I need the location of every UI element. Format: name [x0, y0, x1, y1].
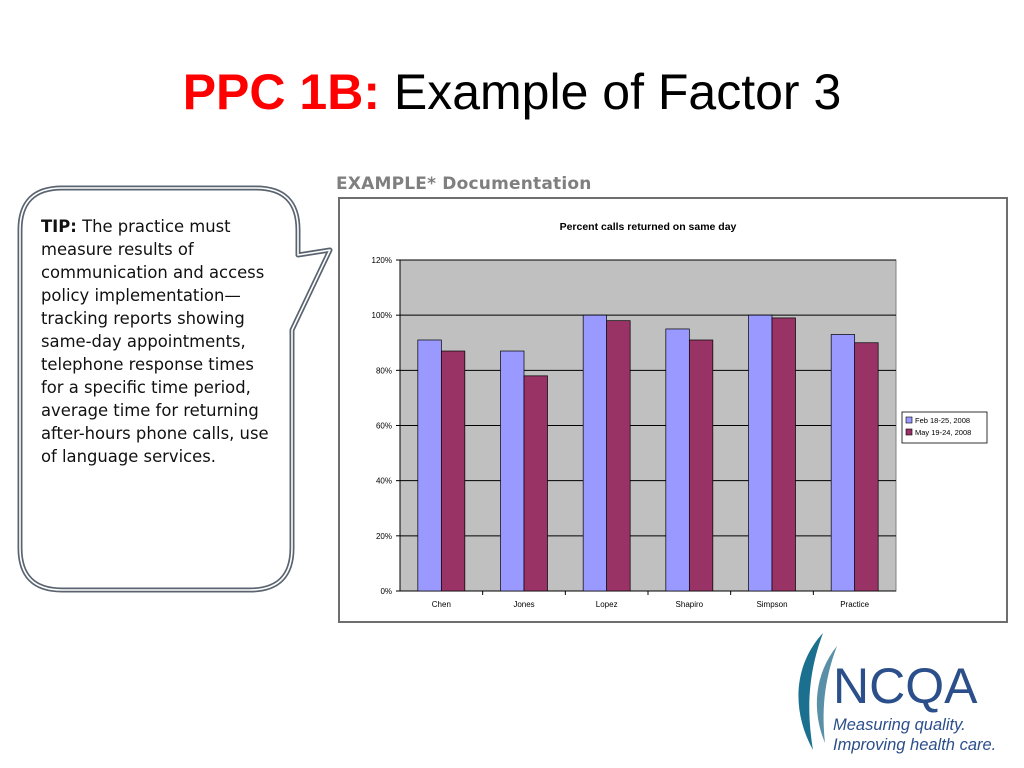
y-tick-label: 0%	[380, 587, 392, 596]
x-tick-label: Shapiro	[676, 600, 704, 609]
x-tick-label: Practice	[840, 600, 869, 609]
bar-1	[665, 328, 690, 592]
y-tick-label: 80%	[376, 366, 392, 375]
legend-label-2: May 19-24, 2008	[915, 428, 971, 437]
bar-2	[523, 375, 548, 592]
bar-1	[417, 339, 442, 592]
bar-1	[748, 314, 773, 592]
x-tick-label: Simpson	[756, 600, 787, 609]
bar-2	[688, 339, 714, 592]
tip-body: The practice must measure results of com…	[41, 217, 269, 466]
bar-1	[830, 334, 856, 592]
tip-callout-bubble	[17, 185, 333, 593]
title-prefix: PPC 1B:	[182, 64, 380, 120]
bar-2	[771, 317, 796, 592]
logo-swoosh-outer	[798, 633, 823, 750]
chart-title: Percent calls returned on same day	[560, 221, 737, 233]
legend-label-1: Feb 18-25, 2008	[915, 416, 970, 425]
tip-label: TIP:	[41, 217, 77, 236]
logo-swoosh-inner	[816, 646, 837, 743]
y-tick-label: 100%	[372, 311, 392, 320]
bar-1	[582, 314, 608, 592]
logo-wordmark: NCQA	[833, 658, 978, 714]
y-tick-label: 120%	[372, 256, 392, 265]
bar-chart: Percent calls returned on same day 0% 20% 4…	[372, 221, 988, 609]
chart-frame: Percent calls returned on same day 0% 20% 4…	[338, 197, 1008, 623]
legend-swatch-2	[905, 428, 913, 436]
y-tick-label: 40%	[376, 477, 392, 486]
documentation-heading: EXAMPLE* Documentation	[336, 174, 592, 194]
logo-tagline-1: Measuring quality.	[833, 716, 966, 734]
tip-text: TIP: The practice must measure results o…	[41, 215, 277, 468]
x-tick-label: Lopez	[596, 600, 618, 609]
y-tick-label: 20%	[376, 532, 392, 541]
x-tick-label: Jones	[513, 600, 534, 609]
slide-title: PPC 1B: Example of Factor 3	[0, 62, 1024, 122]
logo-tagline-2: Improving health care.	[833, 736, 996, 754]
title-text: Example of Factor 3	[379, 64, 842, 120]
legend-box	[901, 411, 988, 444]
bar-1	[500, 350, 525, 592]
bar-2	[606, 320, 631, 592]
legend-swatch-1	[905, 416, 913, 424]
y-tick-label: 60%	[376, 422, 392, 431]
bar-2	[854, 342, 879, 592]
bar-2	[440, 350, 466, 592]
ncqa-logo: NCQA Measuring quality. Improving health…	[798, 633, 996, 754]
x-tick-label: Chen	[432, 600, 451, 609]
